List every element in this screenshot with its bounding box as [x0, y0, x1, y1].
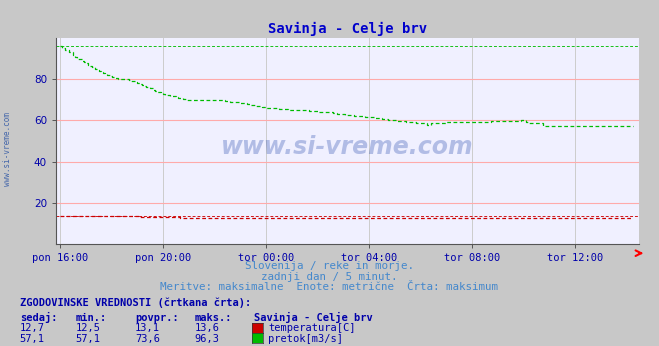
Text: temperatura[C]: temperatura[C] — [268, 324, 356, 334]
Text: 73,6: 73,6 — [135, 334, 160, 344]
Text: 57,1: 57,1 — [20, 334, 45, 344]
Text: pretok[m3/s]: pretok[m3/s] — [268, 334, 343, 344]
Text: Slovenija / reke in morje.: Slovenija / reke in morje. — [245, 261, 414, 271]
Text: povpr.:: povpr.: — [135, 313, 179, 323]
Text: 57,1: 57,1 — [76, 334, 101, 344]
Text: ZGODOVINSKE VREDNOSTI (črtkana črta):: ZGODOVINSKE VREDNOSTI (črtkana črta): — [20, 298, 251, 308]
Text: 12,5: 12,5 — [76, 324, 101, 334]
Text: sedaj:: sedaj: — [20, 312, 57, 323]
Text: Savinja - Celje brv: Savinja - Celje brv — [254, 312, 372, 323]
Title: Savinja - Celje brv: Savinja - Celje brv — [268, 21, 427, 36]
Text: www.si-vreme.com: www.si-vreme.com — [3, 112, 13, 186]
Text: 12,7: 12,7 — [20, 324, 45, 334]
Text: zadnji dan / 5 minut.: zadnji dan / 5 minut. — [261, 272, 398, 282]
Text: 13,1: 13,1 — [135, 324, 160, 334]
Text: www.si-vreme.com: www.si-vreme.com — [221, 135, 474, 159]
Text: maks.:: maks.: — [194, 313, 232, 323]
Text: 96,3: 96,3 — [194, 334, 219, 344]
Text: Meritve: maksimalne  Enote: metrične  Črta: maksimum: Meritve: maksimalne Enote: metrične Črta… — [161, 282, 498, 292]
Text: min.:: min.: — [76, 313, 107, 323]
Text: 13,6: 13,6 — [194, 324, 219, 334]
